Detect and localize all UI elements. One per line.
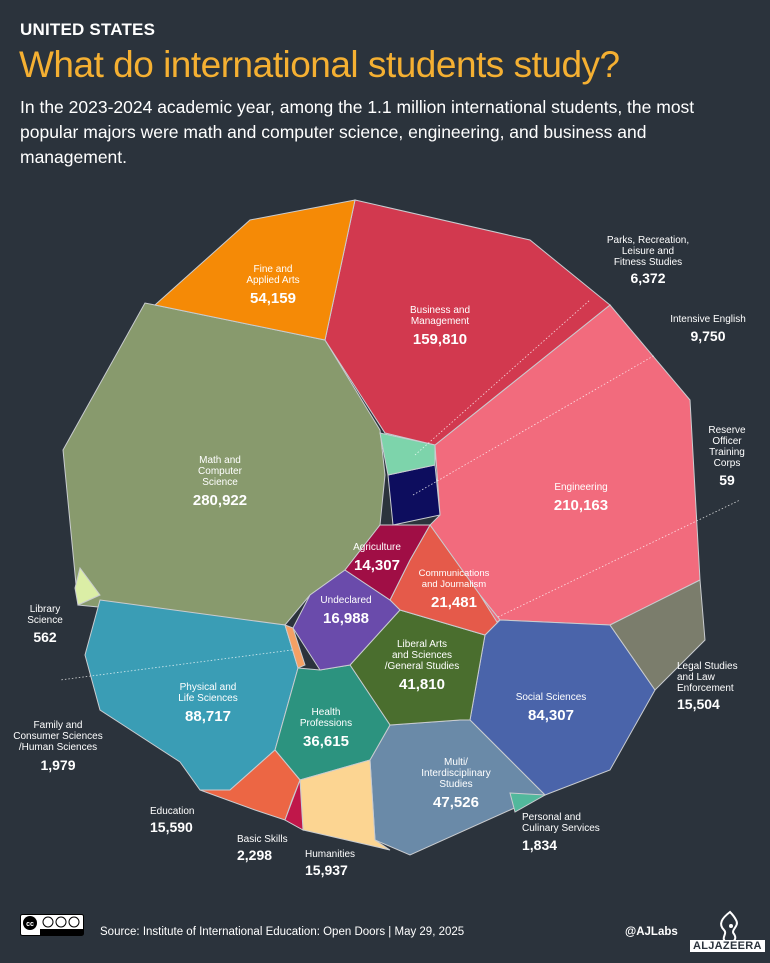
label-math-and-computer-science: Computer [198, 466, 243, 477]
label-reserve-officer-training-corps: Reserve [708, 425, 746, 436]
value-physical-and-life-sciences: 88,717 [185, 708, 231, 725]
label-legal-studies-and-law-enforcement: Legal Studies [677, 661, 738, 672]
value-social-sciences: 84,307 [528, 707, 574, 724]
value-personal-and-culinary-services: 1,834 [522, 837, 557, 853]
value-undeclared: 16,988 [323, 610, 369, 627]
value-parks-recreation-leisure-and-fitness-studies: 6,372 [630, 270, 665, 286]
value-basic-skills: 2,298 [237, 847, 272, 863]
label-parks-recreation-leisure-and-fitness-studies: Parks, Recreation, [607, 235, 689, 246]
label-parks-recreation-leisure-and-fitness-studies: Fitness Studies [614, 257, 682, 268]
chart-title: What do international students study? [19, 44, 620, 85]
label-legal-studies-and-law-enforcement: and Law [677, 672, 716, 683]
chart-subtitle: In the 2023-2024 academic year, among th… [20, 97, 695, 167]
label-agriculture: Agriculture [353, 542, 401, 553]
label-multi-interdisciplinary-studies: Multi/ [444, 757, 468, 768]
value-intensive-english: 9,750 [690, 328, 725, 344]
source-note: Source: Institute of International Educa… [100, 926, 465, 938]
label-family-and-consumer-sciences-human-sciences: Consumer Sciences [13, 731, 102, 742]
brand-wordmark: ALJAZEERA [690, 940, 765, 952]
label-legal-studies-and-law-enforcement: Enforcement [677, 683, 734, 694]
label-humanities: Humanities [305, 849, 355, 860]
cell-agriculture [344, 524, 431, 601]
label-liberal-arts-and-sciences-general-studies: Liberal Arts [397, 639, 447, 650]
label-family-and-consumer-sciences-human-sciences: /Human Sciences [19, 742, 97, 753]
value-humanities: 15,937 [305, 862, 348, 878]
cell-reserve-officer-training-corps [479, 594, 501, 623]
label-physical-and-life-sciences: Physical and [180, 682, 237, 693]
label-library-science: Library [30, 604, 61, 615]
value-multi-interdisciplinary-studies: 47,526 [433, 794, 479, 811]
label-multi-interdisciplinary-studies: Studies [439, 779, 472, 790]
value-fine-and-applied-arts: 54,159 [250, 290, 296, 307]
leader-family-and-consumer-sciences-human-sciences [59, 649, 293, 681]
label-math-and-computer-science: Math and [199, 455, 241, 466]
label-communications-and-journalism: and Journalism [422, 579, 487, 590]
value-liberal-arts-and-sciences-general-studies: 41,810 [399, 676, 445, 693]
value-family-and-consumer-sciences-human-sciences: 1,979 [40, 757, 75, 773]
label-health-professions: Professions [300, 718, 352, 729]
label-education: Education [150, 806, 194, 817]
value-business-and-management: 159,810 [413, 331, 467, 348]
value-health-professions: 36,615 [303, 733, 349, 750]
handle: @AJLabs [625, 926, 678, 938]
cell-intensive-english [387, 464, 441, 526]
value-math-and-computer-science: 280,922 [193, 492, 247, 509]
cell-library-science [74, 566, 101, 606]
label-family-and-consumer-sciences-human-sciences: Family and [34, 720, 83, 731]
label-multi-interdisciplinary-studies: Interdisciplinary [421, 768, 490, 779]
value-education: 15,590 [150, 819, 193, 835]
label-fine-and-applied-arts: Applied Arts [246, 275, 299, 286]
leader-reserve-officer-training-corps [497, 499, 741, 618]
label-math-and-computer-science: Science [202, 477, 238, 488]
label-intensive-english: Intensive English [670, 314, 746, 325]
value-communications-and-journalism: 21,481 [431, 594, 477, 611]
label-communications-and-journalism: Communications [419, 568, 490, 579]
label-liberal-arts-and-sciences-general-studies: and Sciences [392, 650, 452, 661]
cell-basic-skills [284, 779, 304, 831]
footer: cc Source: Institute of International Ed… [0, 910, 770, 963]
cell-personal-and-culinary-services [509, 792, 547, 813]
label-parks-recreation-leisure-and-fitness-studies: Leisure and [622, 246, 674, 257]
label-reserve-officer-training-corps: Officer [712, 436, 742, 447]
kicker: UNITED STATES [20, 20, 156, 39]
svg-text:cc: cc [26, 921, 34, 928]
cell-fine-and-applied-arts [153, 199, 356, 341]
value-engineering: 210,163 [554, 497, 608, 514]
label-basic-skills: Basic Skills [237, 834, 288, 845]
cell-family-and-consumer-sciences-human-sciences [284, 624, 306, 669]
label-engineering: Engineering [554, 482, 607, 493]
label-health-professions: Health [312, 707, 341, 718]
label-business-and-management: Business and [410, 305, 470, 316]
label-business-and-management: Management [411, 316, 470, 327]
cell-legal-studies-and-law-enforcement [609, 579, 706, 691]
label-undeclared: Undeclared [320, 595, 371, 606]
label-physical-and-life-sciences: Life Sciences [178, 693, 237, 704]
value-reserve-officer-training-corps: 59 [719, 472, 735, 488]
label-personal-and-culinary-services: Personal and [522, 812, 581, 823]
label-library-science: Science [27, 615, 63, 626]
value-library-science: 562 [33, 629, 57, 645]
cc-license-icon: cc [20, 914, 84, 936]
label-social-sciences: Social Sciences [516, 692, 587, 703]
label-fine-and-applied-arts: Fine and [254, 264, 293, 275]
leader-parks-recreation-leisure-and-fitness-studies [414, 299, 591, 456]
label-reserve-officer-training-corps: Corps [714, 458, 741, 469]
value-agriculture: 14,307 [354, 557, 400, 574]
cell-parks-recreation-leisure-and-fitness-studies [379, 432, 436, 476]
label-liberal-arts-and-sciences-general-studies: /General Studies [385, 661, 460, 672]
label-personal-and-culinary-services: Culinary Services [522, 823, 600, 834]
label-reserve-officer-training-corps: Training [709, 447, 745, 458]
value-legal-studies-and-law-enforcement: 15,504 [677, 696, 720, 712]
leader-intensive-english [412, 354, 656, 496]
